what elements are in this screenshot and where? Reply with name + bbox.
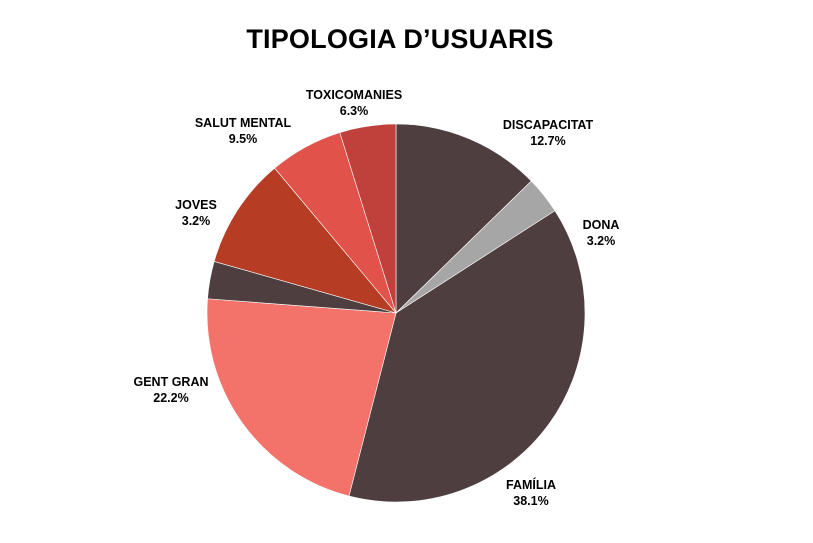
slice-percent-label: 6.3%: [340, 104, 369, 118]
slice-percent-label: 3.2%: [587, 234, 616, 248]
slice-percent-label: 22.2%: [153, 391, 188, 405]
slice-label: JOVES: [175, 198, 217, 212]
pie-slice-família: [348, 210, 586, 503]
pie-labels: DISCAPACITAT 12.7% DONA 3.2% FAMÍLIA 38.1% GEN…: [134, 88, 620, 508]
pie-slice-unlabeled: [339, 123, 397, 314]
slice-label: DISCAPACITAT: [503, 118, 594, 132]
pie-slice-salut-mental: [213, 167, 397, 314]
slice-label: SALUT MENTAL: [195, 116, 292, 130]
slice-label: FAMÍLIA: [506, 477, 556, 492]
slice-label: TOXICOMANIES: [306, 88, 402, 102]
slice-percent-label: 12.7%: [530, 134, 565, 148]
slice-percent-label: 9.5%: [229, 132, 258, 146]
pie-slice-discapacitat: [395, 123, 532, 314]
slice-percent-label: 38.1%: [513, 494, 548, 508]
pie-slice-gent-gran: [206, 298, 397, 497]
pie-slices: [206, 123, 586, 503]
slice-label: GENT GRAN: [134, 375, 209, 389]
slice-label: DONA: [583, 218, 620, 232]
slice-percent-label: 3.2%: [182, 214, 211, 228]
chart-title: TIPOLOGIA D’USUARIS: [246, 24, 554, 54]
